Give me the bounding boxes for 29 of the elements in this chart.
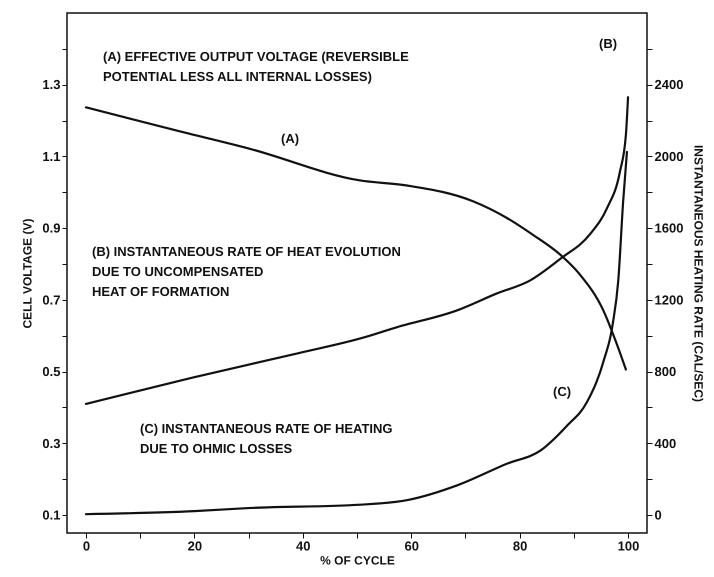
annotation: (A) [280,131,300,146]
x-tick-label: 0 [82,538,90,554]
y2-tick-label: 400 [654,436,676,451]
x-tick-label: 60 [404,538,419,554]
annotation: (B) [598,36,618,51]
y2-tick-label: 1200 [654,292,684,308]
y-tick-label: 1.1 [42,148,60,164]
y2-tick-label: 2400 [654,77,684,92]
y-tick-label: 0.3 [42,436,60,451]
y-tick-label: 0.5 [42,364,60,380]
y2-tick-label: 1600 [654,220,684,236]
x-axis-title: % OF CYCLE [320,554,395,568]
y2-axis-title: INSTANTANEOUS HEATING RATE (CAL/SEC) [691,144,706,402]
y-tick-label: 1.3 [42,77,60,92]
annotation: (A) EFFECTIVE OUTPUT VOLTAGE (REVERSIBLE POTENTIAL LESS ALL INTERNAL LOSSES) [103,49,410,84]
y-axis-title: CELL VOLTAGE (V) [20,218,34,328]
x-tick-label: 40 [296,538,311,554]
annotation: (C) INSTANTANEOUS RATE OF HEATING DUE TO OHMIC LOSSES [140,421,393,456]
y-tick-label: 0.7 [42,292,60,308]
annotation: (B) INSTANTANEOUS RATE OF HEAT EVOLUTION DUE TO UNCOMPENSATED HEAT OF FORMATION [92,244,401,299]
x-tick-label: 100 [618,538,640,554]
y2-tick-label: 0 [654,508,662,523]
y2-tick-label: 2000 [654,148,684,164]
annotation: (C) [552,384,572,399]
y-tick-label: 0.9 [42,220,60,236]
y2-tick-label: 800 [654,364,676,380]
y-tick-label: 0.1 [42,508,60,523]
x-tick-label: 20 [188,538,202,554]
x-tick-label: 80 [512,538,528,554]
